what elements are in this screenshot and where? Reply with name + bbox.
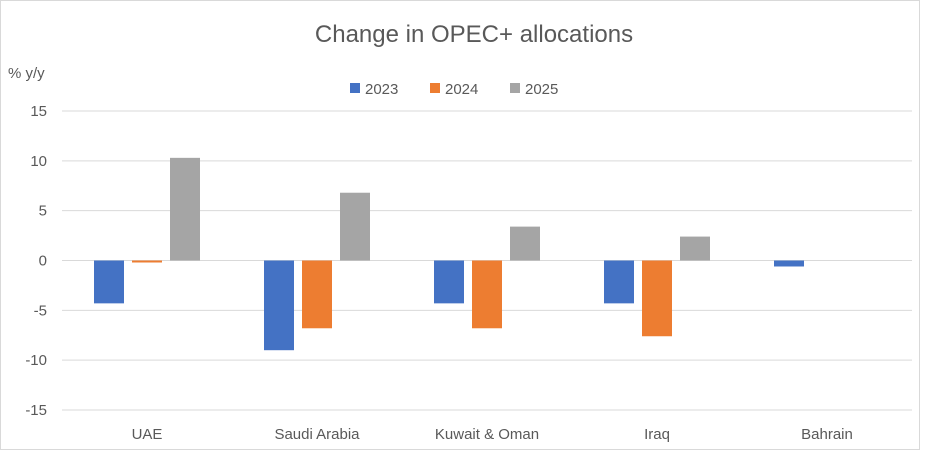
bar <box>302 260 332 329</box>
x-tick-label: Bahrain <box>801 426 853 443</box>
x-tick-labels: UAE Saudi Arabia Kuwait & Oman Iraq Bahrain <box>132 426 853 443</box>
legend-swatch <box>350 83 360 93</box>
bar <box>170 157 200 261</box>
bars <box>94 157 804 351</box>
y-tick-label: -15 <box>25 402 47 419</box>
chart-frame <box>0 0 920 450</box>
bar <box>680 236 710 261</box>
x-tick-label: UAE <box>132 426 163 443</box>
legend: 2023 2024 2025 <box>350 81 558 98</box>
bar <box>774 260 804 267</box>
y-tick-label: 5 <box>39 203 47 220</box>
legend-swatch <box>430 83 440 93</box>
x-tick-label: Iraq <box>644 426 670 443</box>
legend-label: 2024 <box>445 81 478 98</box>
bar <box>434 260 464 304</box>
y-tick-label: -5 <box>34 302 47 319</box>
legend-label: 2025 <box>525 81 558 98</box>
bar <box>642 260 672 337</box>
bar <box>264 260 294 351</box>
y-tick-label: 10 <box>30 153 47 170</box>
x-tick-label: Kuwait & Oman <box>435 426 539 443</box>
y-axis-label: % y/y <box>8 65 45 82</box>
y-tick-labels: 15 10 5 0 -5 -10 -15 <box>25 103 47 419</box>
bar <box>510 226 540 261</box>
legend-swatch <box>510 83 520 93</box>
bar <box>340 192 370 261</box>
bar <box>472 260 502 329</box>
bar <box>94 260 124 304</box>
chart-title: Change in OPEC+ allocations <box>315 21 633 48</box>
y-tick-label: 0 <box>39 253 47 270</box>
y-tick-label: 15 <box>30 103 47 120</box>
x-tick-label: Saudi Arabia <box>274 426 360 443</box>
bar <box>132 260 162 263</box>
bar <box>604 260 634 304</box>
y-tick-label: -10 <box>25 352 47 369</box>
legend-label: 2023 <box>365 81 398 98</box>
